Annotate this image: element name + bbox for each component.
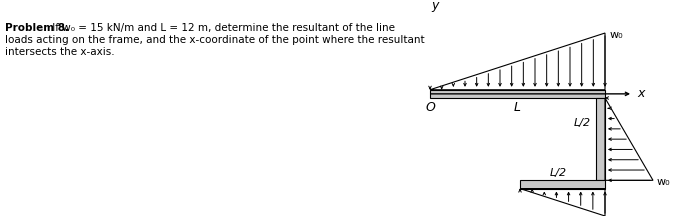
Text: y: y xyxy=(432,0,439,12)
Text: O: O xyxy=(425,101,435,114)
Polygon shape xyxy=(520,180,605,189)
Text: w₀: w₀ xyxy=(657,177,671,187)
Text: x: x xyxy=(637,87,644,100)
Text: If w₀ = 15 kN/m and L = 12 m, determine the resultant of the line: If w₀ = 15 kN/m and L = 12 m, determine … xyxy=(49,23,395,33)
Polygon shape xyxy=(596,98,605,180)
Text: L/2: L/2 xyxy=(574,118,591,128)
Polygon shape xyxy=(430,90,605,98)
Text: loads acting on the frame, and the x-coordinate of the point where the resultant: loads acting on the frame, and the x-coo… xyxy=(5,35,425,45)
Text: L: L xyxy=(514,101,521,114)
Text: Problem 8.: Problem 8. xyxy=(5,23,69,33)
Text: L/2: L/2 xyxy=(550,168,567,178)
Text: intersects the x-axis.: intersects the x-axis. xyxy=(5,47,115,57)
Text: w₀: w₀ xyxy=(610,30,623,40)
